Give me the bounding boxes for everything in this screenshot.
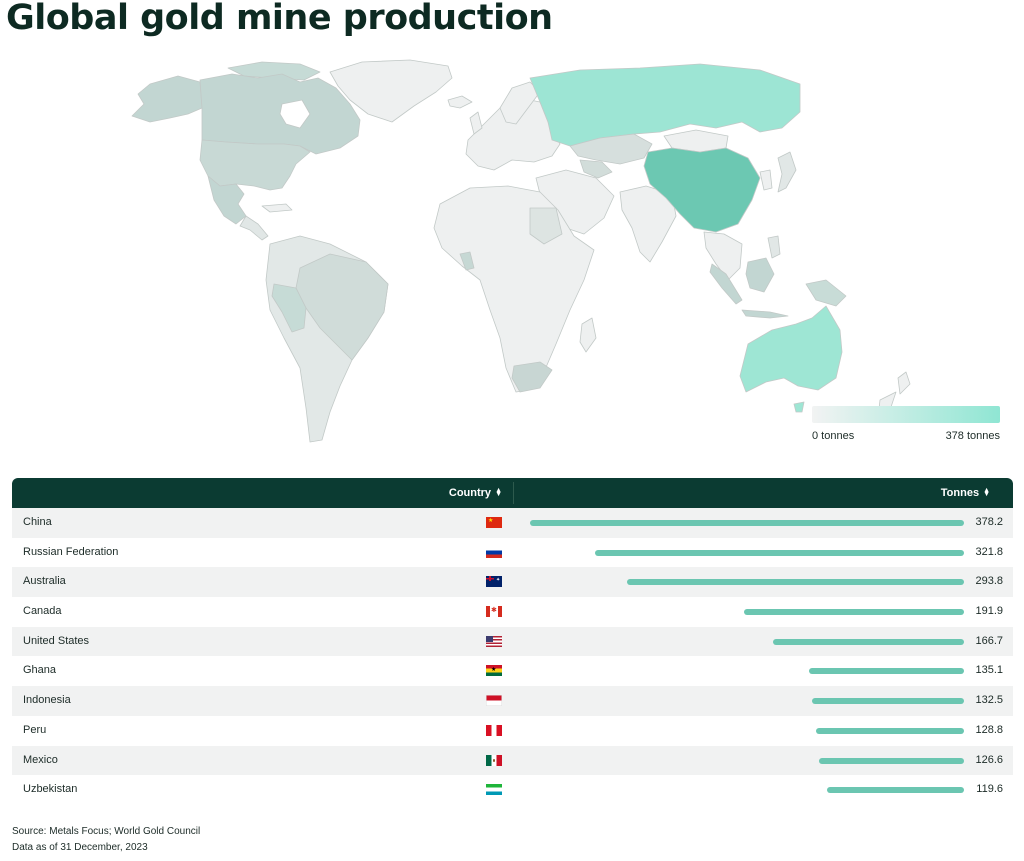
value-label: 128.8 <box>975 723 1003 736</box>
russia[interactable] <box>529 63 801 147</box>
table-header: Country ▲ ▼ Tonnes ▲ ▼ <box>12 478 1013 508</box>
table-body: China ★ 378.2 Russian Federation 321.8 Austra… <box>12 508 1013 805</box>
legend-min-label: 0 tonnes <box>812 430 855 442</box>
southeast-asia <box>703 231 743 281</box>
peru[interactable] <box>271 283 307 333</box>
country-column-header[interactable]: Country ▲ ▼ <box>12 478 502 508</box>
australia-flag-icon: ✦ <box>486 576 502 588</box>
chart-title: Global gold mine production <box>6 0 553 38</box>
united-states[interactable] <box>199 139 311 191</box>
value-label: 378.2 <box>975 516 1003 528</box>
russia-flag-icon <box>486 546 502 558</box>
value-label: 191.9 <box>975 605 1003 618</box>
source-note: Source: Metals Focus; World Gold Council… <box>12 824 200 856</box>
table-row[interactable]: Uzbekistan 119.6 <box>12 775 1013 805</box>
country-name: United States <box>23 634 90 647</box>
value-label: 132.5 <box>975 694 1003 707</box>
production-bar <box>818 757 964 764</box>
country-name: Ghana <box>23 664 57 677</box>
iceland[interactable] <box>447 95 473 109</box>
sort-icon[interactable]: ▲ ▼ <box>495 487 502 499</box>
tonnes-column-header[interactable]: Tonnes ▲ ▼ <box>514 478 990 508</box>
source-text: Source: Metals Focus; World Gold Council <box>12 826 201 837</box>
table-row[interactable]: Indonesia 132.5 <box>12 686 1013 716</box>
uk <box>469 111 483 135</box>
country-name: Uzbekistan <box>23 783 78 796</box>
data-date-text: Data as of 31 December, 2023 <box>12 842 148 853</box>
tonnes-header-label: Tonnes <box>940 487 980 499</box>
sort-icon[interactable]: ▲ ▼ <box>983 487 990 499</box>
peru-flag-icon <box>486 724 502 736</box>
table-row[interactable]: Mexico 126.6 <box>12 745 1013 776</box>
greenland[interactable] <box>329 59 453 123</box>
ghana-flag-icon: ★ <box>486 665 502 677</box>
value-label: 166.7 <box>975 634 1003 647</box>
madagascar <box>579 317 597 353</box>
korea <box>759 169 773 191</box>
tasmania <box>793 401 805 413</box>
usa-flag-icon <box>486 635 502 647</box>
kazakhstan <box>569 133 653 165</box>
value-label: 321.8 <box>975 545 1003 558</box>
scandinavia <box>499 81 541 125</box>
table-row[interactable]: Australia ✦ 293.8 <box>12 567 1013 598</box>
production-bar <box>529 520 964 526</box>
legend-max-label: 378 tonnes <box>945 430 1000 442</box>
china-flag-icon: ★ <box>486 517 502 528</box>
table-row[interactable]: China ★ 378.2 <box>12 508 1013 538</box>
country-header-label: Country <box>448 487 492 499</box>
production-bar <box>772 638 964 645</box>
indonesia-flag-icon <box>486 695 502 707</box>
japan <box>777 151 797 193</box>
table-row[interactable]: Canada ✱ 191.9 <box>12 597 1013 627</box>
papua-new-guinea <box>805 279 847 307</box>
production-bar <box>743 609 964 616</box>
country-name: Australia <box>23 575 66 588</box>
hudson-bay <box>279 99 311 129</box>
indonesia-borneo[interactable] <box>745 257 775 293</box>
production-bar <box>826 787 964 794</box>
indonesia-java[interactable] <box>741 309 789 319</box>
production-bar <box>594 549 964 556</box>
australia[interactable] <box>739 305 843 393</box>
value-label: 119.6 <box>976 783 1003 796</box>
production-bar <box>808 668 964 675</box>
mexico-flag-icon <box>486 754 502 766</box>
canada-flag-icon: ✱ <box>486 606 502 618</box>
south-africa <box>511 361 553 393</box>
china[interactable] <box>643 147 761 233</box>
uzbekistan[interactable] <box>579 159 613 179</box>
country-name: Mexico <box>23 753 58 766</box>
country-name: China <box>23 516 52 528</box>
table-row[interactable]: Russian Federation 321.8 <box>12 538 1013 568</box>
cuba <box>261 203 293 213</box>
production-bar <box>816 727 964 734</box>
central-america <box>239 215 269 241</box>
value-label: 126.6 <box>975 753 1003 766</box>
color-legend: 0 tonnes 378 tonnes <box>812 406 1000 442</box>
header-divider <box>513 482 514 504</box>
philippines <box>767 235 781 259</box>
sudan <box>529 207 563 245</box>
country-name: Peru <box>23 723 47 736</box>
value-label: 135.1 <box>975 664 1003 677</box>
uzbekistan-flag-icon <box>486 784 502 796</box>
production-table: Country ▲ ▼ Tonnes ▲ ▼ China ★ 378.2 Russian Fe… <box>12 478 1013 805</box>
world-choropleth-map[interactable] <box>0 48 1024 450</box>
ghana[interactable] <box>459 251 475 271</box>
indonesia-sumatra[interactable] <box>709 263 743 305</box>
table-row[interactable]: Peru 128.8 <box>12 716 1013 746</box>
alaska[interactable] <box>131 75 203 123</box>
production-bar <box>811 698 964 705</box>
mexico[interactable] <box>207 175 247 225</box>
production-bar <box>626 579 964 586</box>
country-name: Canada <box>23 605 62 618</box>
table-row[interactable]: Ghana ★ 135.1 <box>12 656 1013 686</box>
new-zealand <box>897 371 911 395</box>
country-name: Russian Federation <box>23 545 119 558</box>
table-row[interactable]: United States 166.7 <box>12 626 1013 657</box>
legend-gradient-bar <box>812 406 1000 423</box>
value-label: 293.8 <box>975 575 1003 588</box>
country-name: Indonesia <box>23 694 71 707</box>
